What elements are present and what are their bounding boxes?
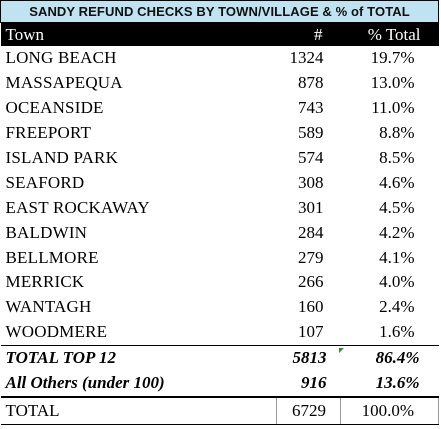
summary-row: TOTAL TOP 12 5813 86.4% — [0, 344, 439, 371]
town-cell: FREEPORT — [5, 123, 92, 143]
town-cell: TOTAL — [0, 395, 277, 425]
count-cell: 160 — [298, 297, 324, 317]
header-percent: % Total — [340, 22, 439, 46]
summary-row: All Others (under 100) 916 13.6% — [1, 371, 439, 397]
percent-cell: 1.6% — [379, 322, 415, 342]
percent-cell: 4.1% — [379, 247, 415, 267]
count-cell: 107 — [298, 322, 324, 342]
town-cell: All Others (under 100) — [5, 373, 165, 393]
count-cell: 6729 — [276, 395, 341, 425]
town-cell: WOODMERE — [5, 322, 108, 342]
table-row: MASSAPEQUA 878 13.0% — [1, 71, 439, 96]
header-row: Town # % Total — [0, 22, 439, 46]
table-row: WOODMERE 107 1.6% — [1, 320, 439, 345]
count-cell: 589 — [298, 123, 324, 143]
percent-cell: 13.0% — [370, 73, 415, 93]
count-cell: 1324 — [289, 48, 324, 68]
town-cell: MERRICK — [5, 272, 85, 292]
header-count: # — [276, 22, 341, 46]
count-cell: 266 — [298, 272, 324, 292]
percent-cell: 2.4% — [379, 297, 415, 317]
percent-cell: 86.4% — [340, 344, 439, 371]
percent-cell: 8.5% — [379, 148, 415, 167]
table-row: LONG BEACH 1324 19.7% — [1, 46, 439, 71]
percent-cell: 11.0% — [371, 98, 415, 118]
total-row: TOTAL 6729 100.0% — [0, 395, 440, 425]
town-cell: WANTAGH — [5, 297, 92, 317]
percent-cell: 19.7% — [370, 48, 415, 68]
table-row: BALDWIN 284 4.2% — [1, 220, 439, 245]
percent-cell: 8.8% — [379, 123, 415, 143]
table-row: MERRICK 266 4.0% — [1, 270, 439, 295]
town-cell: LONG BEACH — [5, 48, 117, 68]
cell-comment-marker — [339, 348, 344, 353]
count-cell: 308 — [298, 172, 324, 192]
count-cell: 301 — [298, 197, 324, 217]
table-row: SEAFORD 308 4.6% — [1, 170, 439, 195]
table-title: SANDY REFUND CHECKS BY TOWN/VILLAGE & % … — [0, 0, 440, 23]
count-cell: 284 — [298, 222, 324, 242]
count-cell: 5813 — [276, 344, 341, 371]
count-cell: 878 — [298, 73, 324, 93]
table-row: WANTAGH 160 2.4% — [1, 295, 439, 320]
percent-cell: 4.6% — [379, 172, 415, 192]
percent-cell: 100.0% — [339, 395, 440, 425]
town-cell: EAST ROCKAWAY — [5, 197, 150, 217]
town-cell: SEAFORD — [5, 172, 85, 192]
count-cell: 743 — [298, 98, 324, 118]
town-cell: MASSAPEQUA — [5, 73, 123, 93]
table-row: OCEANSIDE 743 11.0% — [1, 96, 439, 121]
table-row: ISLAND PARK 574 8.5% — [1, 146, 439, 171]
town-cell: BALDWIN — [5, 222, 88, 242]
title-row: SANDY REFUND CHECKS BY TOWN/VILLAGE & % … — [0, 0, 440, 23]
percent-cell: 4.0% — [379, 272, 415, 292]
table-row: FREEPORT 589 8.8% — [1, 121, 439, 146]
town-cell: BELLMORE — [5, 247, 99, 267]
count-cell: 279 — [298, 247, 324, 267]
percent-cell: 4.2% — [379, 222, 415, 242]
town-cell: ISLAND PARK — [5, 148, 119, 167]
town-cell: OCEANSIDE — [5, 98, 104, 118]
count-cell: 574 — [298, 148, 324, 167]
count-cell: 916 — [301, 373, 327, 393]
header-town: Town — [0, 22, 277, 46]
table-row: BELLMORE 279 4.1% — [1, 245, 439, 270]
percent-cell: 13.6% — [375, 373, 420, 393]
town-cell: TOTAL TOP 12 — [0, 344, 277, 371]
table-row: EAST ROCKAWAY 301 4.5% — [1, 195, 439, 220]
percent-cell: 4.5% — [379, 197, 415, 217]
